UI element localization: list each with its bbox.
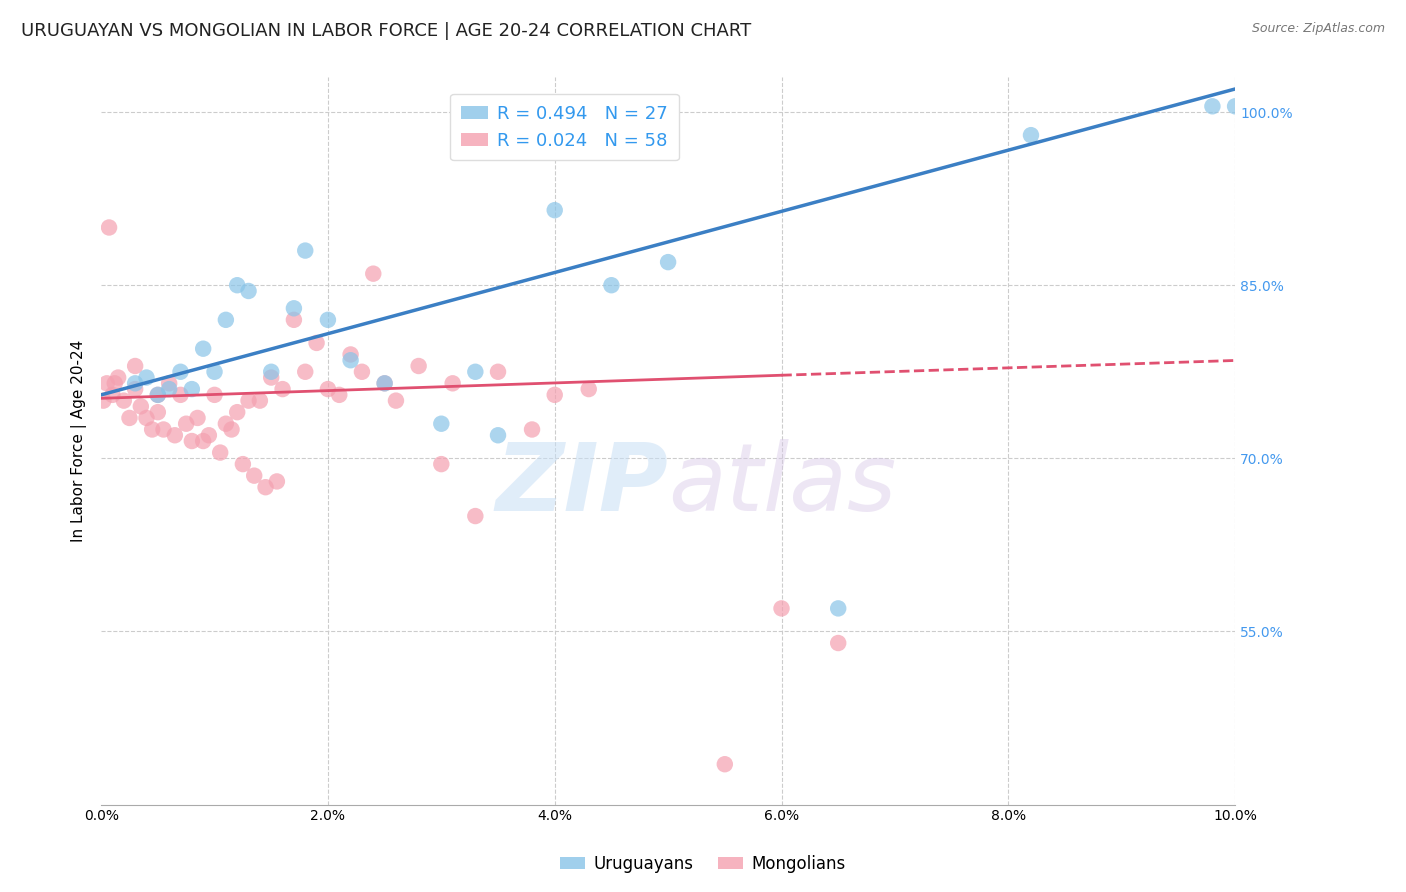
Text: Source: ZipAtlas.com: Source: ZipAtlas.com — [1251, 22, 1385, 36]
Point — [193, 434, 215, 448]
Point — [93, 393, 115, 408]
Point — [339, 347, 361, 361]
Point — [464, 365, 486, 379]
Point — [430, 457, 453, 471]
Point — [294, 244, 316, 258]
Point — [249, 393, 271, 408]
Point — [260, 365, 283, 379]
Point — [169, 388, 191, 402]
Point — [544, 203, 567, 218]
Point — [163, 428, 186, 442]
Point — [408, 359, 430, 373]
Point — [215, 417, 238, 431]
Point — [350, 365, 373, 379]
Point — [260, 370, 283, 384]
Point — [107, 370, 129, 384]
Point — [544, 388, 567, 402]
Point — [124, 382, 146, 396]
Point — [305, 335, 328, 350]
Point — [1201, 99, 1223, 113]
Text: atlas: atlas — [668, 439, 897, 530]
Point — [600, 278, 623, 293]
Point — [124, 359, 146, 373]
Point — [283, 313, 305, 327]
Point — [316, 313, 339, 327]
Point — [374, 376, 396, 391]
Point — [157, 382, 180, 396]
Point — [441, 376, 464, 391]
Point — [101, 388, 124, 402]
Point — [157, 376, 180, 391]
Point — [271, 382, 294, 396]
Point — [238, 393, 260, 408]
Point — [146, 388, 169, 402]
Point — [316, 382, 339, 396]
Point — [328, 388, 350, 402]
Point — [232, 457, 254, 471]
Point — [1019, 128, 1042, 143]
Point — [135, 370, 157, 384]
Point — [1223, 99, 1246, 113]
Point — [374, 376, 396, 391]
Point — [486, 428, 509, 442]
Y-axis label: In Labor Force | Age 20-24: In Labor Force | Age 20-24 — [72, 340, 87, 542]
Point — [385, 393, 408, 408]
Point — [770, 601, 793, 615]
Point — [135, 411, 157, 425]
Point — [186, 411, 208, 425]
Point — [169, 365, 191, 379]
Point — [96, 376, 118, 391]
Point — [221, 422, 243, 436]
Point — [657, 255, 679, 269]
Point — [243, 468, 266, 483]
Point — [520, 422, 543, 436]
Point — [174, 417, 197, 431]
Point — [486, 365, 509, 379]
Point — [827, 601, 849, 615]
Point — [204, 388, 226, 402]
Point — [578, 382, 600, 396]
Point — [180, 382, 202, 396]
Legend: R = 0.494   N = 27, R = 0.024   N = 58: R = 0.494 N = 27, R = 0.024 N = 58 — [450, 94, 679, 161]
Point — [152, 422, 174, 436]
Text: ZIP: ZIP — [495, 439, 668, 531]
Point — [146, 388, 169, 402]
Point — [361, 267, 384, 281]
Legend: Uruguayans, Mongolians: Uruguayans, Mongolians — [554, 848, 852, 880]
Point — [215, 313, 238, 327]
Point — [180, 434, 202, 448]
Point — [266, 475, 288, 489]
Point — [226, 405, 249, 419]
Point — [209, 445, 232, 459]
Point — [827, 636, 849, 650]
Point — [129, 400, 152, 414]
Point — [294, 365, 316, 379]
Point — [283, 301, 305, 316]
Point — [98, 220, 121, 235]
Point — [141, 422, 163, 436]
Point — [118, 411, 141, 425]
Point — [226, 278, 249, 293]
Point — [254, 480, 277, 494]
Point — [146, 405, 169, 419]
Point — [464, 509, 486, 524]
Point — [124, 376, 146, 391]
Point — [714, 757, 737, 772]
Point — [193, 342, 215, 356]
Point — [430, 417, 453, 431]
Point — [104, 376, 127, 391]
Text: URUGUAYAN VS MONGOLIAN IN LABOR FORCE | AGE 20-24 CORRELATION CHART: URUGUAYAN VS MONGOLIAN IN LABOR FORCE | … — [21, 22, 751, 40]
Point — [204, 365, 226, 379]
Point — [339, 353, 361, 368]
Point — [198, 428, 221, 442]
Point — [112, 393, 135, 408]
Point — [238, 284, 260, 298]
